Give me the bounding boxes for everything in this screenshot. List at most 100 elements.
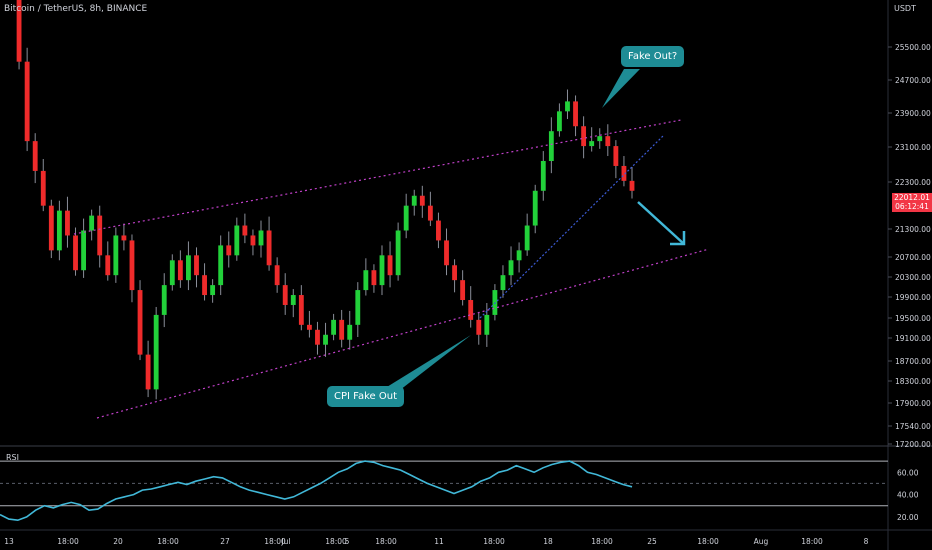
time-tick-label: 18:00 <box>483 537 505 546</box>
candle-up <box>379 255 385 286</box>
candle-down <box>105 255 111 276</box>
candle-down <box>621 165 627 181</box>
projection-arrow-head <box>670 231 686 246</box>
candle-down <box>48 205 54 251</box>
candle-up <box>516 250 522 261</box>
time-tick-label: 8 <box>864 537 869 546</box>
candle-down <box>468 300 474 320</box>
time-tick-label: 20 <box>113 537 123 546</box>
candle-down <box>605 136 611 147</box>
time-tick-label: 18:00 <box>697 537 719 546</box>
candle-down <box>419 195 425 206</box>
currency-label: USDT <box>894 4 916 13</box>
last-price: 22012.01 <box>894 193 930 202</box>
candle-down <box>32 141 38 171</box>
candle-down <box>97 215 103 256</box>
candle-up <box>161 285 167 315</box>
time-tick-label: Jul <box>280 537 290 546</box>
time-tick-label: 5 <box>345 537 350 546</box>
time-tick-label: Aug <box>754 537 769 546</box>
candle-up <box>484 314 490 335</box>
candle-down <box>371 270 377 286</box>
time-tick-label: 27 <box>220 537 230 546</box>
candle-up <box>395 230 401 276</box>
candle-up <box>81 230 87 271</box>
candle-up <box>524 225 530 251</box>
candle-down <box>629 180 635 191</box>
rsi-tick-label: 60.00 <box>897 468 919 477</box>
price-tick-label: 17540.00 <box>895 422 931 431</box>
candle-up <box>548 131 554 161</box>
candle-up <box>89 215 95 231</box>
time-tick-label: 18 <box>543 537 553 546</box>
time-tick-label: 18:00 <box>591 537 613 546</box>
time-tick-label: 18:00 <box>157 537 179 546</box>
rsi-label[interactable]: RSI <box>6 453 19 462</box>
price-tick-label: 19100.00 <box>895 334 931 343</box>
candle-up <box>589 141 595 147</box>
candle-down <box>40 170 46 206</box>
price-tick-label: 18700.00 <box>895 357 931 366</box>
price-tick-label: 19500.00 <box>895 314 931 323</box>
price-axis[interactable]: 25500.00 24700.00 23900.00 23100.00 22300.00… <box>888 43 931 449</box>
rsi-line <box>0 460 633 522</box>
overlays-group <box>73 69 710 419</box>
price-tick-label: 24700.00 <box>895 76 931 85</box>
candle-down <box>460 280 466 301</box>
bar-countdown: 06:12:41 <box>895 202 929 211</box>
candle-up <box>403 205 409 231</box>
candle-up <box>411 195 417 206</box>
candle-down <box>145 354 151 390</box>
candle-up <box>347 324 353 340</box>
candle-down <box>282 285 288 305</box>
candle-down <box>16 0 22 62</box>
cpi-fake-out-annotation[interactable]: CPI Fake Out <box>327 386 404 407</box>
price-tick-label: 25500.00 <box>895 43 931 52</box>
price-tick-label: 23900.00 <box>895 109 931 118</box>
candle-down <box>436 220 441 241</box>
candle-down <box>202 275 207 296</box>
fake-out-pointer <box>602 69 640 108</box>
candle-up <box>56 210 62 251</box>
candle-down <box>613 146 619 166</box>
candle-up <box>597 136 603 142</box>
fake-out-annotation[interactable]: Fake Out? <box>621 46 685 67</box>
time-tick-label: 18:00 <box>325 537 347 546</box>
candle-down <box>24 61 30 142</box>
candle-down <box>73 235 78 271</box>
candle-up <box>540 160 546 191</box>
candle-up <box>169 260 175 286</box>
trend-line <box>479 134 665 319</box>
candle-down <box>298 295 304 325</box>
candle-down <box>250 235 256 246</box>
candle-down <box>226 245 232 256</box>
candle-down <box>274 265 280 286</box>
candle-up <box>556 111 562 132</box>
candle-down <box>194 255 199 276</box>
channel-upper-line <box>73 119 682 235</box>
candle-down <box>573 101 578 127</box>
price-tick-label: 23100.00 <box>895 143 931 152</box>
time-tick-label: 18:00 <box>264 537 286 546</box>
price-tick-label: 21300.00 <box>895 225 931 234</box>
time-tick-label: 18:00 <box>57 537 79 546</box>
candle-up <box>565 101 570 112</box>
projection-arrow-shaft <box>637 201 685 245</box>
candle-up <box>500 275 506 291</box>
last-price-tag: 22012.01 06:12:41 <box>892 193 932 212</box>
candle-up <box>290 295 296 305</box>
candle-down <box>581 126 587 147</box>
candle-up <box>323 334 328 345</box>
candle-up <box>331 319 337 335</box>
candle-up <box>532 190 538 226</box>
candle-down <box>306 324 312 330</box>
price-tick-label: 18300.00 <box>895 377 931 386</box>
time-tick-label: 13 <box>4 537 14 546</box>
price-tick-label: 19900.00 <box>895 293 931 302</box>
price-tick-label: 20700.00 <box>895 253 931 262</box>
symbol-title[interactable]: Bitcoin / TetherUS, 8h, BINANCE <box>4 4 148 14</box>
price-tick-label: 22300.00 <box>895 178 931 187</box>
candle-down <box>315 329 320 345</box>
